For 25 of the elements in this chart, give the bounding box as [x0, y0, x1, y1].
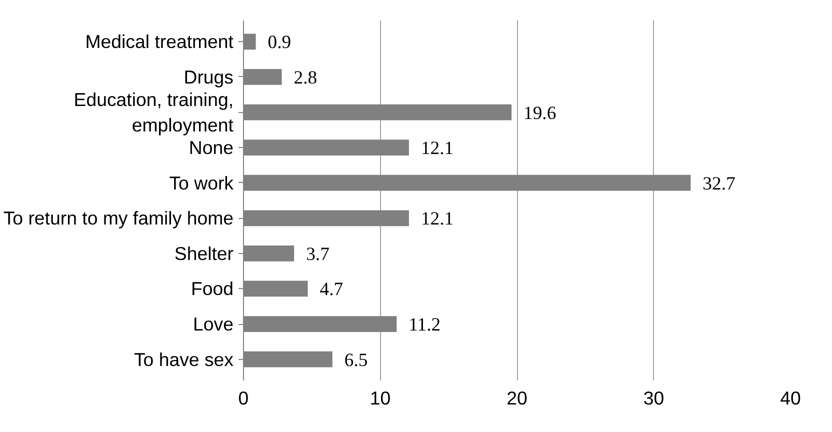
data-label: 4.7 [320, 279, 344, 300]
x-tick-label: 40 [780, 388, 801, 408]
y-tick-label: Food [190, 278, 234, 300]
x-tick-label: 30 [643, 388, 664, 408]
data-label: 32.7 [702, 173, 736, 194]
y-tick-label: To have sex [134, 348, 234, 370]
y-tick-label: None [188, 137, 234, 158]
data-label: 12.1 [420, 138, 454, 160]
x-tick-label: 20 [506, 388, 528, 408]
data-label: 19.6 [524, 102, 556, 124]
data-label: 0.9 [268, 32, 292, 54]
data-label: 3.7 [306, 244, 330, 265]
x-tick-label: 0 [238, 388, 249, 408]
y-tick-label: Love [193, 314, 234, 335]
data-label: 2.8 [294, 67, 318, 88]
y-tick-label: Education, training, employment [74, 89, 234, 136]
data-label: 11.2 [408, 314, 441, 336]
data-label: 12.1 [420, 208, 454, 230]
data-label: 6.5 [344, 350, 368, 371]
y-tick-label: To return to my family home [3, 208, 234, 229]
y-tick-label: To work [169, 172, 234, 194]
x-tick-label: 10 [370, 388, 391, 408]
y-tick-label: Drugs [184, 66, 234, 88]
y-tick-label: Shelter [174, 242, 234, 264]
y-tick-label: Medical treatment [85, 31, 234, 52]
